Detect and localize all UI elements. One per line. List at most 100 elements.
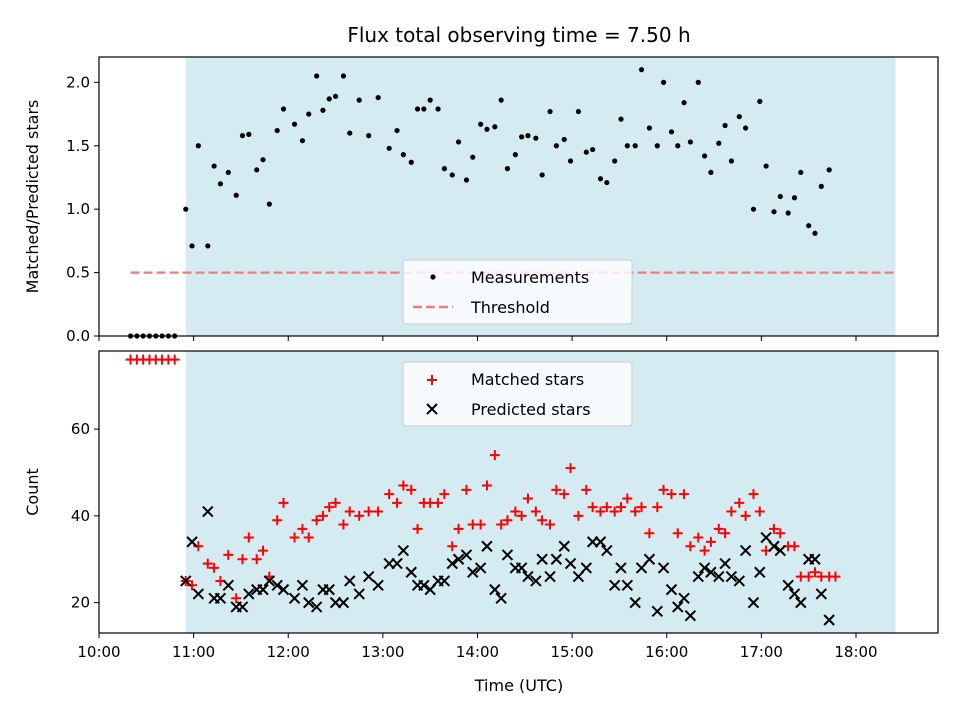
matched-stars-point-66: [601, 502, 612, 513]
count-legend: Matched stars Predicted stars: [402, 361, 633, 427]
count-ytick-label-0: 20: [71, 594, 90, 612]
measurements-point-13: [217, 181, 224, 187]
measurements-point-31: [347, 130, 353, 136]
predicted-stars-point-38: [460, 549, 473, 561]
legend-predicted-label: Predicted stars: [471, 400, 591, 419]
xtick-label-3: 13:00: [361, 643, 404, 661]
measurements-point-25: [306, 111, 312, 117]
measurements-point-98: [826, 167, 832, 173]
predicted-stars-point-65: [651, 605, 663, 618]
measurements-point-56: [533, 135, 539, 141]
predicted-stars-point-83: [774, 544, 787, 557]
measurements-point-17: [246, 131, 252, 137]
matched-stars-point-17: [243, 532, 254, 543]
matched-stars-point-19: [258, 545, 269, 556]
predicted-stars-point-8: [236, 601, 249, 613]
matched-stars-point-62: [573, 510, 584, 521]
matched-stars-point-65: [595, 506, 606, 517]
predicted-stars-point-18: [310, 601, 323, 613]
matched-stars-point-42: [433, 497, 444, 508]
predicted-stars-point-12: [263, 575, 276, 587]
matched-stars-point-27: [317, 510, 328, 521]
matched-stars-point-77: [679, 489, 690, 500]
count-y-axis-label: Count: [23, 468, 42, 516]
matched-stars-point-45: [453, 523, 464, 534]
predicted-stars-point-67: [665, 583, 678, 596]
matched-stars-point-95: [803, 571, 814, 582]
predicted-stars-point-53: [564, 557, 577, 570]
ratio-x-ticks: [98, 336, 857, 341]
measurements-point-77: [681, 100, 687, 106]
measurements-point-73: [654, 143, 660, 149]
predicted-stars-point-42: [489, 583, 501, 596]
measurements-point-50: [492, 124, 498, 130]
predicted-stars-point-64: [643, 553, 656, 565]
matched-stars-point-22: [278, 497, 289, 508]
matched-stars-point-68: [616, 502, 627, 513]
measurements-point-41: [427, 97, 433, 103]
matched-stars-point-28: [324, 502, 335, 513]
measurements-point-35: [386, 145, 392, 151]
predicted-stars-point-72: [698, 562, 711, 574]
measurements-point-11: [205, 243, 211, 249]
measurements-point-44: [449, 172, 455, 178]
measurements-point-14: [225, 169, 231, 176]
matched-stars-point-60: [559, 489, 570, 500]
measurements-point-34: [375, 94, 381, 101]
matched-stars-point-30: [338, 519, 349, 530]
measurements-point-27: [320, 107, 326, 113]
measurements-point-59: [553, 143, 559, 149]
chart-title: Flux total observing time = 7.50 h: [347, 23, 690, 47]
measurements-point-62: [575, 108, 582, 115]
measurements-point-61: [567, 158, 574, 164]
measurements-point-26: [314, 73, 320, 79]
matched-stars-point-84: [726, 506, 737, 517]
measurements-point-16: [239, 133, 246, 139]
measurements-point-89: [763, 163, 769, 169]
predicted-stars-point-84: [782, 579, 794, 591]
panel-count: 20 40 60 10:00 11:00 12:00 13:00 14:00 15:00 16:…: [23, 350, 939, 661]
ratio-points: [127, 67, 832, 339]
measurements-point-96: [812, 230, 818, 236]
predicted-stars-point-17: [303, 596, 315, 609]
predicted-stars-point-15: [288, 592, 301, 604]
legend-measurements-label: Measurements: [471, 268, 589, 287]
measurements-point-87: [750, 206, 757, 212]
predicted-stars-point-46: [515, 562, 528, 574]
count-x-ticks: 10:00 11:00 12:00 13:00 14:00 15:00 16:00 17:00…: [77, 633, 878, 661]
measurements-point-84: [728, 158, 735, 164]
measurements-point-65: [597, 176, 604, 182]
ratio-ytick-label-4: 2.0: [66, 73, 90, 91]
measurements-point-29: [332, 93, 339, 99]
matched-stars-point-46: [461, 484, 472, 495]
matched-stars-point-83: [720, 528, 731, 539]
matched-stars-point-57: [537, 515, 548, 526]
matched-stars-point-15: [231, 593, 242, 604]
measurements-point-21: [274, 127, 280, 134]
ratio-y-ticks: 0.0 0.5 1.0 1.5 2.0: [66, 73, 99, 345]
measurements-point-66: [604, 179, 610, 186]
predicted-stars-point-44: [501, 549, 514, 561]
matched-stars-point-63: [581, 484, 592, 495]
predicted-stars-point-74: [713, 570, 725, 583]
matched-stars-point-26: [311, 515, 322, 526]
measurements-point-19: [260, 157, 266, 163]
matched-stars-point-24: [297, 523, 308, 534]
predicted-stars-point-86: [795, 596, 807, 609]
matched-stars-point-87: [748, 489, 759, 500]
predicted-stars-point-30: [405, 566, 417, 578]
matched-stars-point-74: [658, 484, 669, 495]
measurements-point-48: [478, 121, 484, 127]
matched-stars-point-76: [672, 528, 683, 539]
predicted-stars-point-68: [672, 601, 684, 613]
measurements-point-80: [701, 153, 708, 159]
predicted-stars-point-20: [323, 583, 335, 596]
measurements-point-45: [455, 139, 462, 145]
matched-stars-point-54: [516, 510, 527, 521]
xtick-label-7: 17:00: [740, 643, 783, 661]
matched-stars-point-21: [272, 515, 283, 526]
predicted-stars-point-57: [594, 536, 607, 548]
predicted-stars-point-77: [733, 575, 745, 587]
predicted-stars-point-24: [353, 588, 365, 600]
measurements-point-86: [742, 125, 749, 131]
